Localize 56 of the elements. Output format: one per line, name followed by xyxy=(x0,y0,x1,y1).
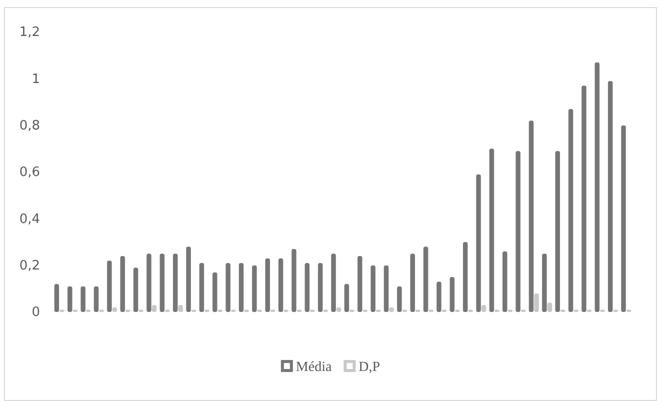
bar xyxy=(516,151,520,312)
y-tick-label: 0,8 xyxy=(19,118,40,134)
bar xyxy=(199,263,204,312)
bar xyxy=(476,174,481,312)
bar xyxy=(489,148,494,312)
bar xyxy=(292,249,296,312)
bar xyxy=(80,286,86,312)
bar xyxy=(238,263,244,312)
y-tick-label: 0,4 xyxy=(19,212,40,227)
y-tick-label: 0,2 xyxy=(19,258,40,274)
bar xyxy=(528,120,534,312)
bar xyxy=(304,263,310,312)
bar xyxy=(186,246,191,312)
y-tick-label: 1,2 xyxy=(19,25,40,40)
bar xyxy=(582,86,586,312)
bar xyxy=(265,258,270,312)
bar xyxy=(384,265,389,312)
bar xyxy=(160,254,165,312)
y-tick-label: 0 xyxy=(32,305,40,320)
bar xyxy=(344,284,350,312)
bar xyxy=(502,251,508,312)
bar xyxy=(133,268,138,312)
y-tick-label: 1 xyxy=(32,72,40,87)
legend-label: D,P xyxy=(358,360,380,375)
bar xyxy=(462,242,468,312)
bar xyxy=(370,265,376,312)
bar xyxy=(621,125,626,312)
bar xyxy=(318,263,323,312)
bar xyxy=(555,151,560,312)
bar xyxy=(68,286,72,312)
bar xyxy=(120,256,125,312)
bar xyxy=(450,277,455,312)
bar xyxy=(54,284,60,312)
bar xyxy=(436,282,442,312)
bar xyxy=(594,62,600,312)
bar xyxy=(547,302,552,312)
bar xyxy=(252,265,257,312)
bar xyxy=(212,272,218,312)
bar xyxy=(397,286,402,312)
bar xyxy=(146,254,152,312)
bar xyxy=(226,263,230,312)
bar xyxy=(608,81,613,312)
y-tick-label: 0,6 xyxy=(19,165,40,180)
bar xyxy=(331,254,336,312)
bar xyxy=(568,109,574,312)
bar xyxy=(410,254,415,312)
bar xyxy=(94,286,99,312)
bar xyxy=(534,293,539,312)
legend-label: Média xyxy=(296,360,332,375)
bar xyxy=(107,260,112,312)
bar xyxy=(542,254,547,312)
bar xyxy=(358,256,362,312)
bar xyxy=(178,305,183,312)
bar xyxy=(278,258,284,312)
bar xyxy=(172,254,178,312)
bar xyxy=(423,246,428,312)
